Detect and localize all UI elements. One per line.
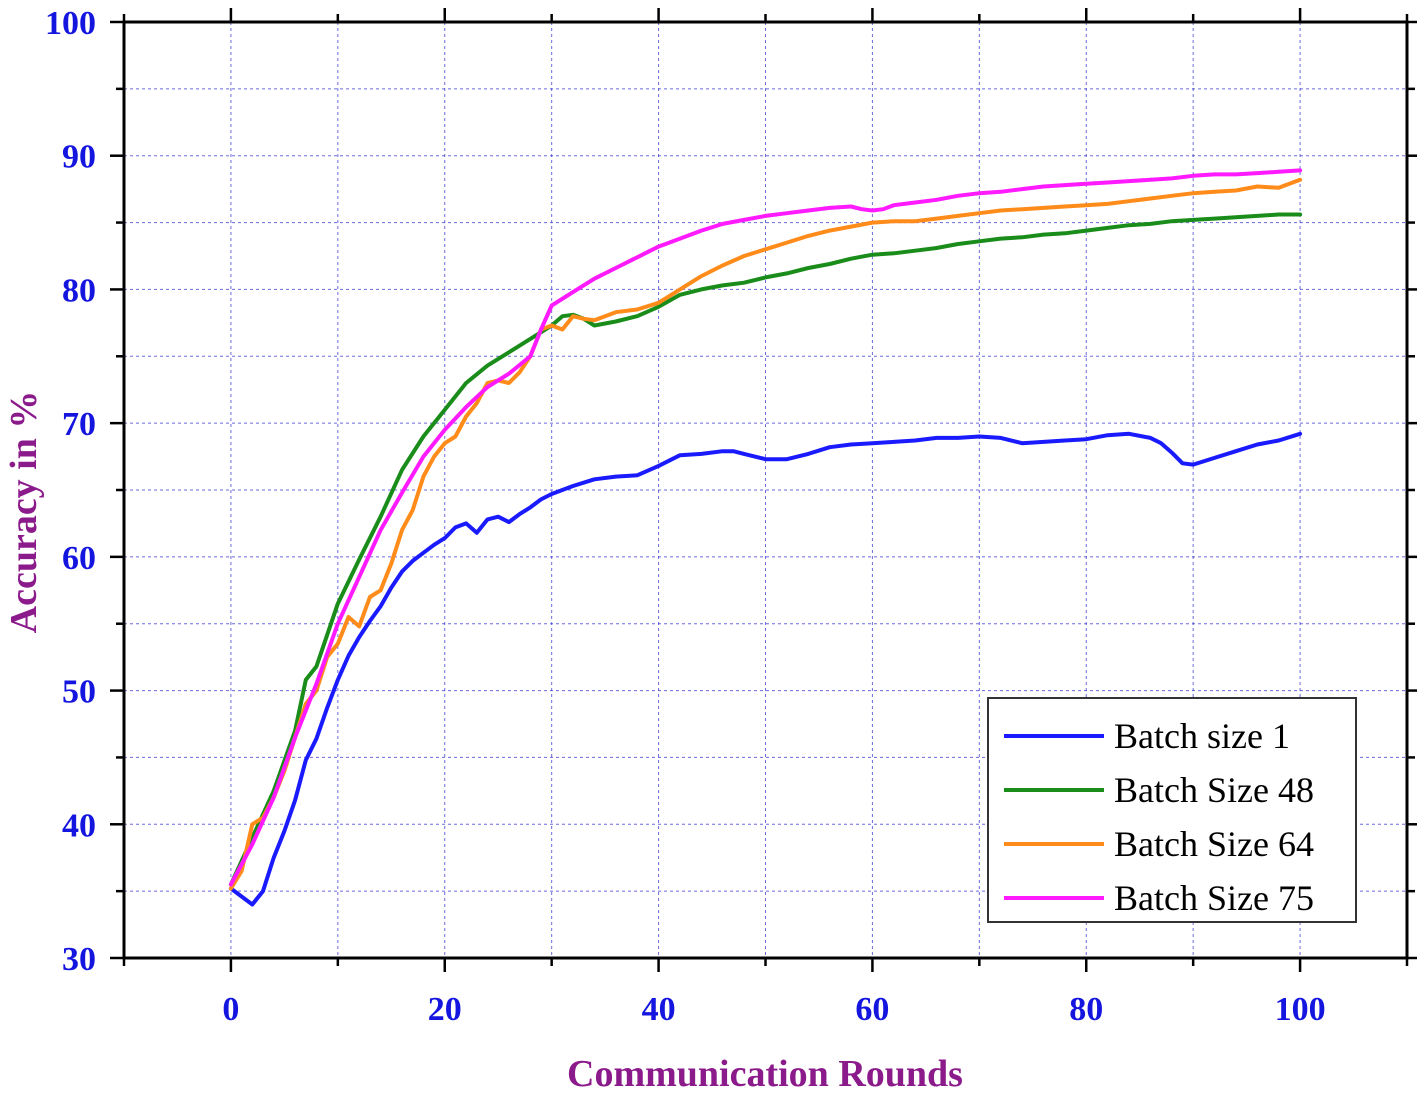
x-tick-label: 80 — [1069, 991, 1103, 1028]
x-tick-label: 100 — [1275, 991, 1326, 1028]
y-tick-label: 40 — [62, 807, 96, 844]
legend-label: Batch size 1 — [1114, 716, 1290, 756]
series-lines — [228, 168, 1303, 907]
y-tick-label: 60 — [62, 540, 96, 577]
legend-label: Batch Size 75 — [1114, 878, 1314, 918]
x-tick-label: 0 — [222, 991, 239, 1028]
y-tick-label: 50 — [62, 674, 96, 711]
x-tick-label: 60 — [855, 991, 889, 1028]
legend-label: Batch Size 48 — [1114, 770, 1314, 810]
legend: Batch size 1 Batch Size 48 Batch Size 64 Ba… — [987, 697, 1357, 923]
y-tick-label: 70 — [62, 406, 96, 443]
y-tick-label: 90 — [62, 139, 96, 176]
x-tick-label: 40 — [642, 991, 676, 1028]
series-line — [228, 212, 1303, 887]
x-tick-label: 20 — [428, 991, 462, 1028]
axis-ticks: 0 20 40 60 80 100 30 40 50 60 70 80 90 100 — [45, 5, 1417, 1028]
series-line — [228, 168, 1303, 887]
y-tick-label: 100 — [45, 5, 96, 42]
y-tick-label: 80 — [62, 272, 96, 309]
series-line — [228, 431, 1303, 907]
y-axis-title: Accuracy in % — [3, 391, 45, 634]
legend-label: Batch Size 64 — [1114, 824, 1314, 864]
x-axis-title: Communication Rounds — [567, 1053, 963, 1095]
y-tick-label: 30 — [62, 941, 96, 978]
series-line — [228, 177, 1303, 891]
